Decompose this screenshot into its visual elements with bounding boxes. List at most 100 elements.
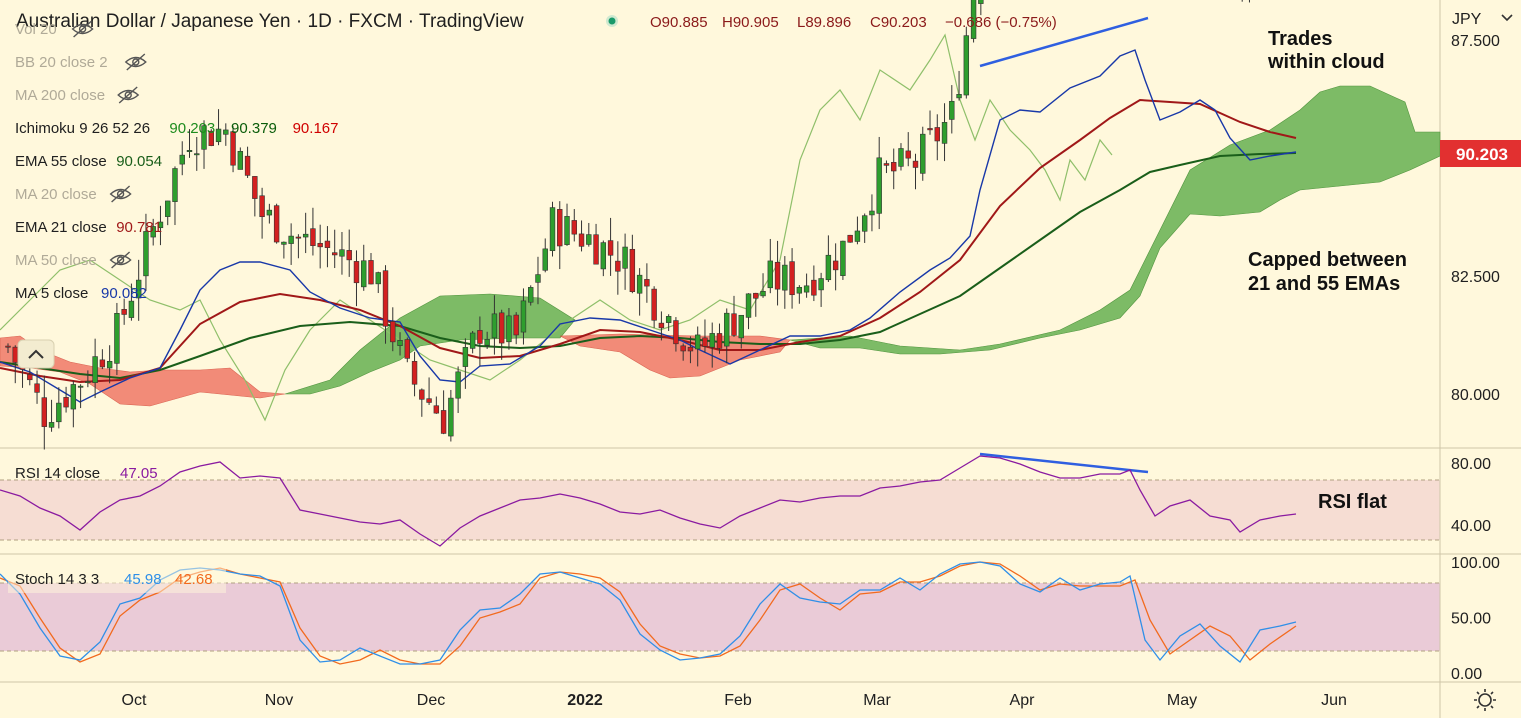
indicator-label[interactable]: BB 20 close 2 xyxy=(15,54,108,71)
candle-body xyxy=(375,272,381,285)
candle-body xyxy=(694,334,701,350)
candle-body xyxy=(869,210,875,216)
candle-body xyxy=(27,374,33,381)
candle-body xyxy=(172,168,178,202)
candle-body xyxy=(411,361,418,385)
candle-body xyxy=(861,215,868,232)
candle-body xyxy=(607,240,614,256)
price-tick-label: 80.000 xyxy=(1451,387,1500,404)
indicator-value: 90.781 xyxy=(116,219,162,236)
stoch-label-bg xyxy=(8,565,226,593)
indicator-legend: Vol 20 BB 20 close 2 MA 200 close Ichimoku … xyxy=(15,20,338,302)
candle-body xyxy=(455,371,461,399)
indicator-label[interactable]: Vol 20 xyxy=(15,21,57,38)
currency-label: JPY xyxy=(1452,11,1482,28)
eye-off-icon[interactable] xyxy=(124,53,147,71)
indicator-value: 90.054 xyxy=(116,153,162,170)
candle-body xyxy=(237,151,244,170)
collapse-legend-button[interactable] xyxy=(17,339,55,369)
candle-body xyxy=(600,242,607,270)
candle-body xyxy=(324,240,331,248)
candle-body xyxy=(440,410,447,434)
indicator-label[interactable]: EMA 55 close xyxy=(15,153,107,170)
candle-body xyxy=(41,397,48,427)
time-tick-label: Oct xyxy=(122,692,147,709)
time-tick-label: May xyxy=(1167,692,1197,709)
candle-body xyxy=(811,279,817,296)
stoch-label: Stoch 14 3 3 xyxy=(15,571,99,588)
ichimoku-cloud-red-1 xyxy=(0,335,286,407)
indicator-label[interactable]: MA 5 close xyxy=(15,285,88,302)
candle-body xyxy=(215,128,222,143)
candle-body xyxy=(891,162,897,172)
indicator-label[interactable]: MA 50 close xyxy=(15,252,97,269)
candle-body xyxy=(767,260,774,289)
candle-body xyxy=(92,356,98,383)
candle-body xyxy=(63,397,69,408)
candle-body xyxy=(615,260,621,272)
candle-body xyxy=(963,35,970,96)
candle-body xyxy=(12,346,18,363)
candle-body xyxy=(876,157,882,214)
rsi-line xyxy=(0,455,1297,547)
candle-body xyxy=(731,313,737,336)
indicator-label[interactable]: EMA 21 close xyxy=(15,219,107,236)
candle-body xyxy=(135,279,142,299)
settings-gear-icon[interactable] xyxy=(1474,689,1496,711)
candle-body xyxy=(753,292,759,299)
candle-body xyxy=(128,300,135,318)
time-tick-label: Apr xyxy=(1010,692,1036,709)
candle-body xyxy=(404,339,410,359)
ohlc-low: L89.896 xyxy=(797,14,851,31)
eye-off-icon[interactable] xyxy=(109,251,132,269)
rsi-value: 47.05 xyxy=(120,465,158,482)
candle-body xyxy=(825,254,832,281)
time-axis[interactable]: Oct Nov Dec 2022 Feb Mar Apr May Jun xyxy=(122,692,1347,709)
candle-body xyxy=(121,309,127,315)
candle-body xyxy=(687,346,694,352)
candle-body xyxy=(85,381,91,384)
candle-body xyxy=(905,150,911,159)
eye-off-icon[interactable] xyxy=(117,86,140,104)
candle-body xyxy=(636,274,643,294)
candle-body xyxy=(941,122,948,144)
rsi-divergence-trendline xyxy=(979,452,1149,474)
indicator-label[interactable]: MA 200 close xyxy=(15,87,105,104)
eye-off-icon[interactable] xyxy=(109,185,132,203)
candle-body xyxy=(818,278,824,291)
last-price-value: 90.203 xyxy=(1456,145,1508,164)
candle-body xyxy=(949,100,955,120)
candle-body xyxy=(593,234,599,265)
candle-body xyxy=(513,314,519,336)
candle-body xyxy=(557,209,563,247)
candle-body xyxy=(520,300,527,333)
eye-off-icon[interactable] xyxy=(71,20,94,38)
candle-body xyxy=(970,0,977,39)
candle-body xyxy=(709,333,715,348)
currency-dropdown-icon[interactable] xyxy=(1501,14,1513,22)
ohlc-open: O90.885 xyxy=(650,14,708,31)
time-tick-label: Feb xyxy=(724,692,752,709)
ohlc-high: H90.905 xyxy=(722,14,779,31)
chart-title: Australian Dollar / Japanese Yen · 1D · … xyxy=(16,11,524,32)
candle-body xyxy=(143,231,149,277)
candle-body xyxy=(77,385,84,388)
rsi-axis[interactable]: 80.00 40.00 xyxy=(1451,456,1491,535)
candle-body xyxy=(716,333,723,349)
candle-body xyxy=(353,261,360,284)
candle-body xyxy=(346,250,352,261)
candle-body xyxy=(854,230,861,242)
indicator-label[interactable]: MA 20 close xyxy=(15,186,97,203)
price-tick-label: 82.500 xyxy=(1451,269,1500,286)
stoch-axis[interactable]: 100.00 50.00 0.00 xyxy=(1451,555,1500,683)
candle-body xyxy=(796,287,803,294)
candle-body xyxy=(658,322,665,329)
candle-body xyxy=(506,315,512,343)
candle-body xyxy=(883,163,890,166)
indicator-label[interactable]: Ichimoku 9 26 52 26 xyxy=(15,120,150,137)
candle-body xyxy=(578,233,585,247)
candle-body xyxy=(186,150,193,152)
candle-body xyxy=(208,130,214,146)
candle-body xyxy=(70,384,77,410)
